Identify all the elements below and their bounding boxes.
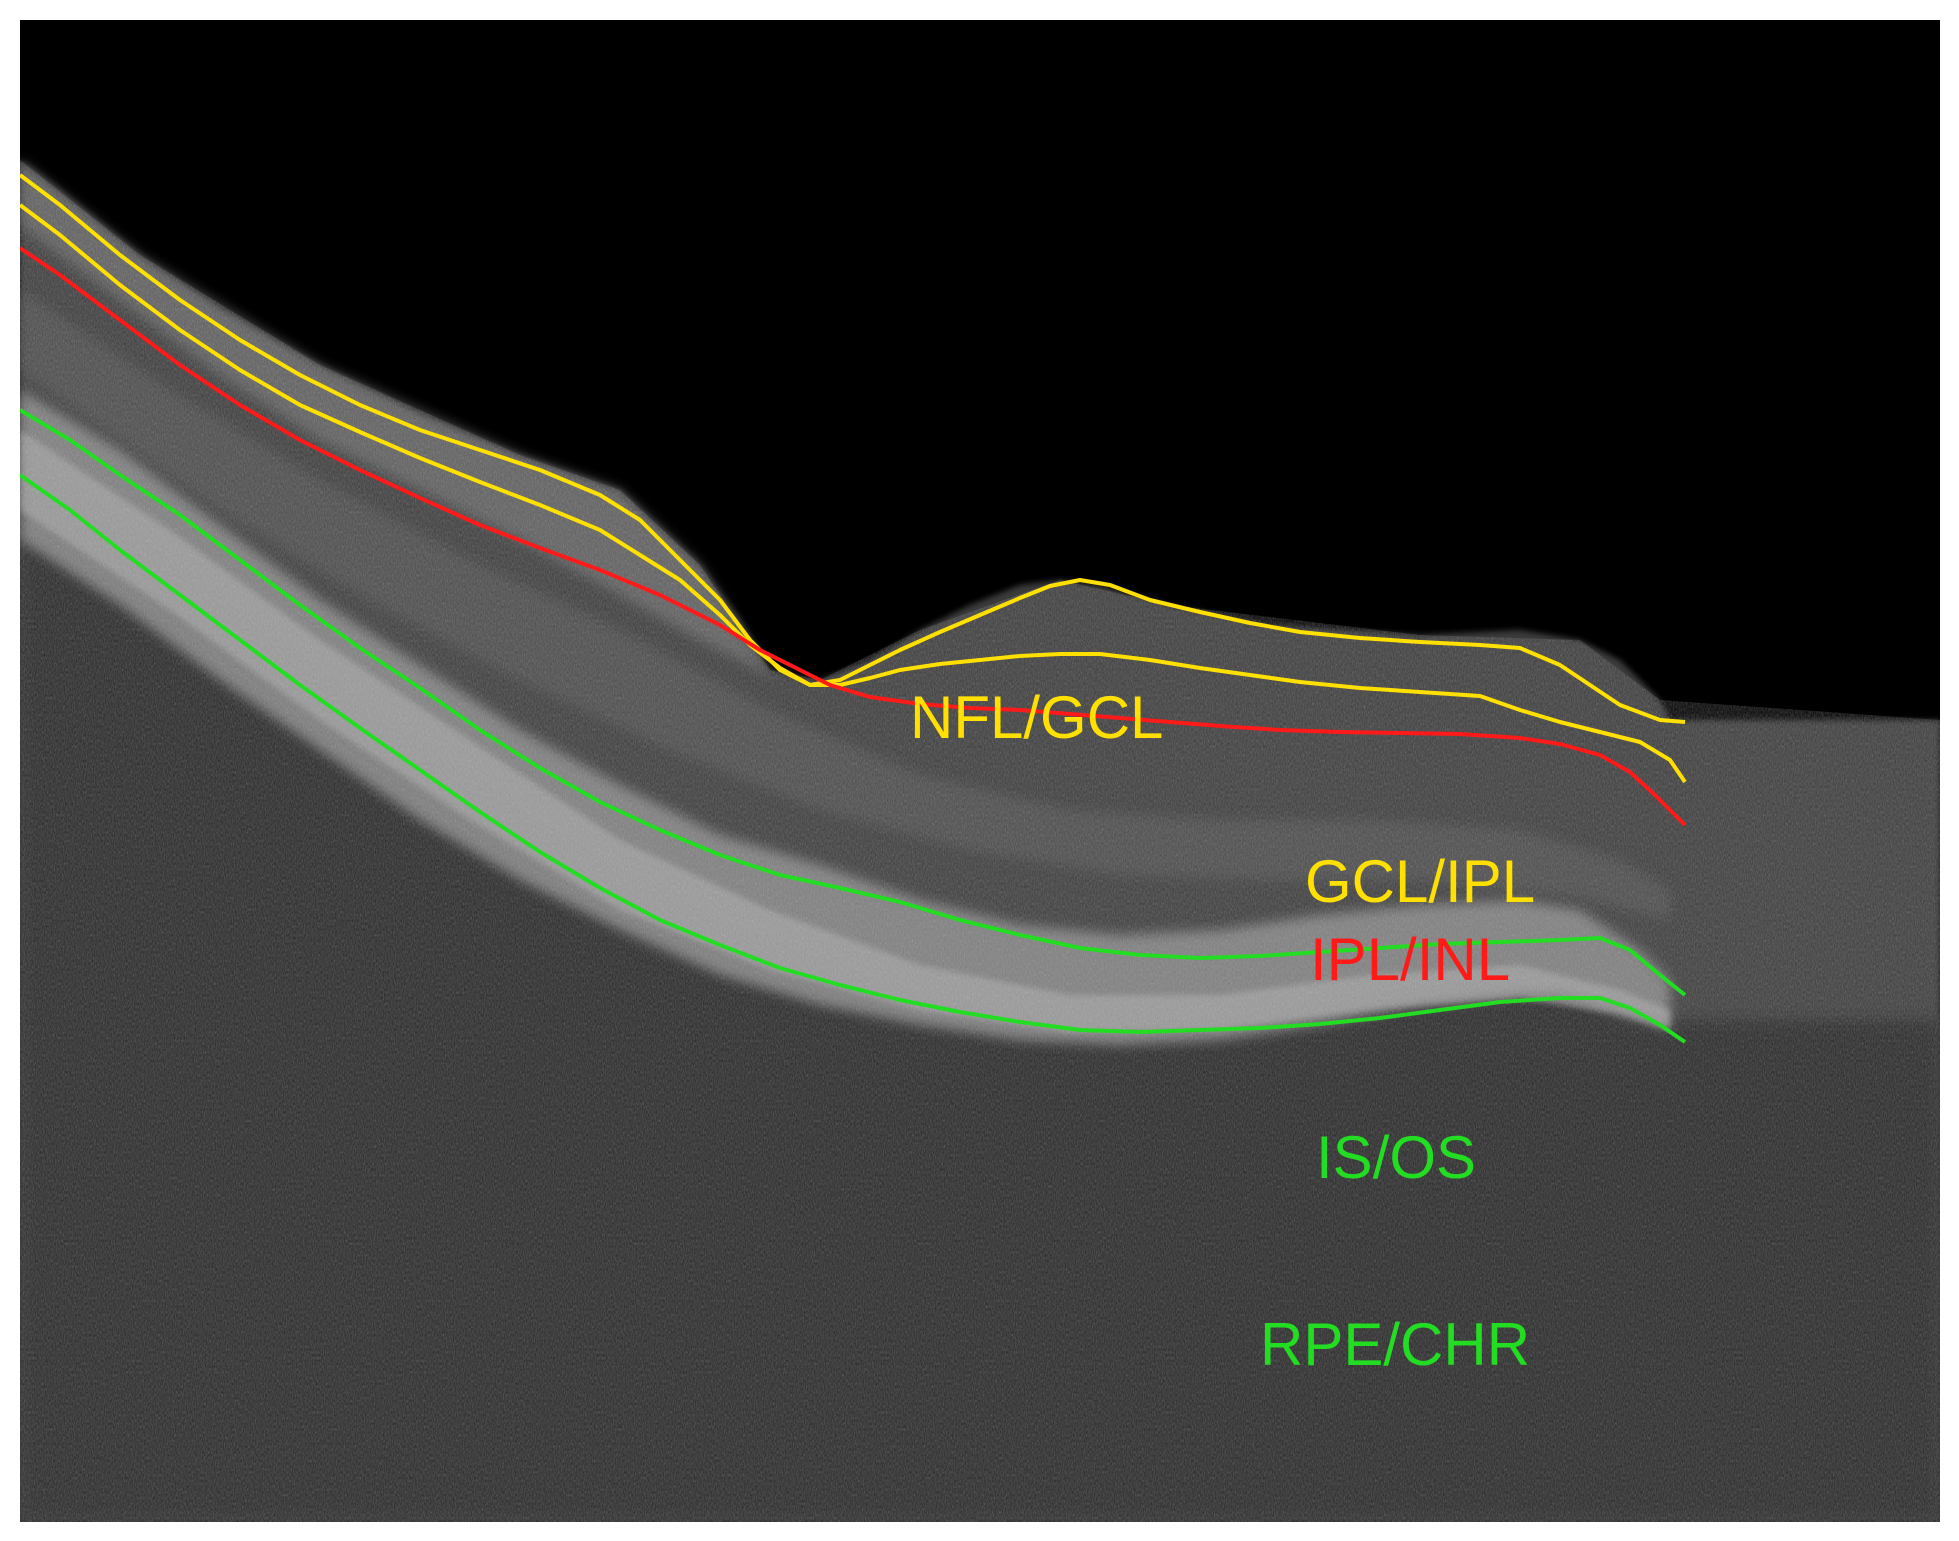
speckle-texture <box>20 160 1940 1522</box>
label-ipl-inl: IPL/INL <box>1310 926 1511 993</box>
oct-scan-svg <box>20 20 1940 1522</box>
boundary-rpe-chr-line <box>20 473 1687 1044</box>
label-nfl-gcl: NFL/GCL <box>910 684 1164 751</box>
label-is-os: IS/OS <box>1316 1124 1477 1191</box>
boundary-is-os-line <box>20 408 1687 997</box>
boundary-ilm-line <box>20 173 1686 724</box>
label-rpe-chr: RPE/CHR <box>1260 1311 1531 1378</box>
oct-scan-image: NFL/GCL GCL/IPL IPL/INL IS/OS RPE/CHR <box>20 20 1940 1522</box>
boundary-ipl-inl-line <box>20 246 1687 827</box>
boundary-nfl-gcl-line <box>20 203 1687 784</box>
label-gcl-ipl: GCL/IPL <box>1305 848 1536 915</box>
